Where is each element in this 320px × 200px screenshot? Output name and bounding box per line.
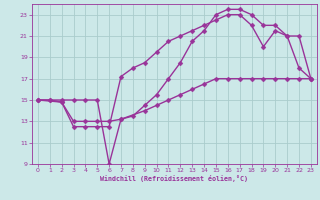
X-axis label: Windchill (Refroidissement éolien,°C): Windchill (Refroidissement éolien,°C)	[100, 175, 248, 182]
